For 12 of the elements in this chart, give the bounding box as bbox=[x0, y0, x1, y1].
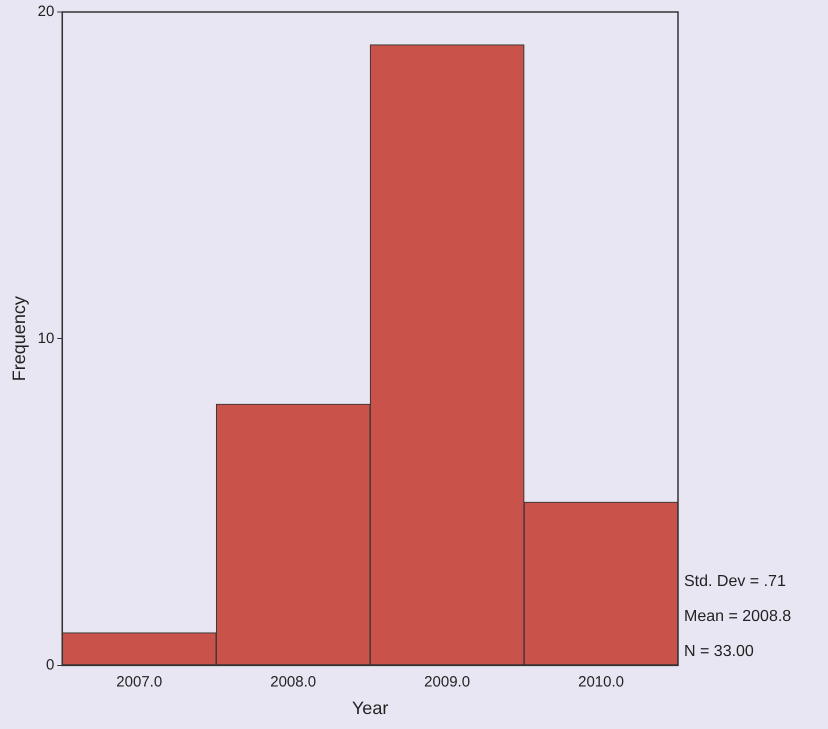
y-tick-label: 0 bbox=[46, 656, 54, 674]
text: Std. Dev = .71 bbox=[684, 572, 786, 590]
y-tick-label: 10 bbox=[38, 330, 54, 347]
x-tick-label: 2008.0 bbox=[270, 674, 316, 691]
y-tick-label: 20 bbox=[38, 3, 54, 20]
x-tick-label: 2009.0 bbox=[424, 674, 470, 691]
text: N = 33.00 bbox=[684, 642, 754, 660]
x-tick-label: 2010.0 bbox=[578, 674, 624, 691]
x-tick-label: 2007.0 bbox=[116, 674, 162, 691]
y-axis-title: Frequency bbox=[8, 296, 29, 382]
text: Mean = 2008.8 bbox=[684, 608, 792, 625]
x-axis-title: Year bbox=[352, 698, 388, 718]
